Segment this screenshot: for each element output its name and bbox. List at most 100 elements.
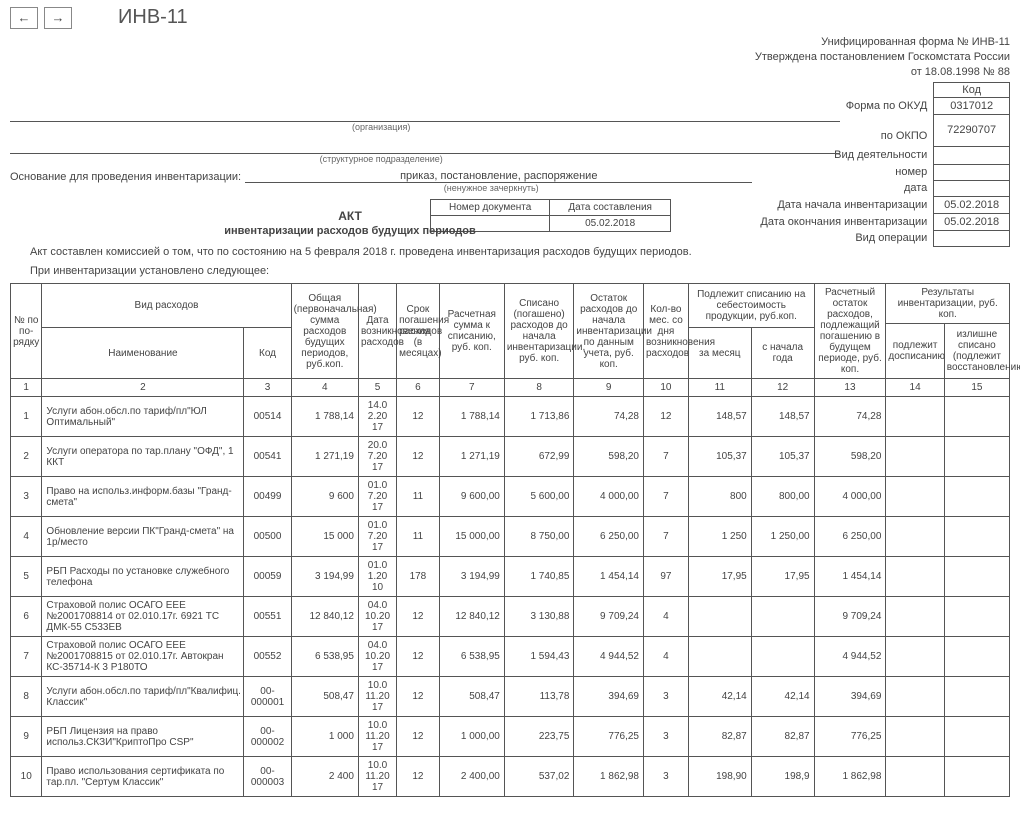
subdivision-line (10, 140, 840, 154)
table-cell: 7 (11, 637, 42, 677)
table-head: № по по-рядку Вид расходов Общая (первон… (11, 284, 1010, 397)
table-cell: 17,95 (688, 557, 751, 597)
col-num: 11 (688, 379, 751, 397)
table-cell: 598,20 (814, 437, 886, 477)
docdate-value: 05.02.2018 (550, 215, 671, 231)
table-cell: 1 271,19 (291, 437, 358, 477)
col-2-header: Наименование (42, 328, 244, 379)
table-cell: 82,87 (751, 717, 814, 757)
table-cell: 223,75 (504, 717, 574, 757)
table-cell: 1 250,00 (751, 517, 814, 557)
table-row: 2Услуги оператора по тар.плану "ОФД", 1 … (11, 437, 1010, 477)
table-row: 8Услуги абон.обсл.по тариф/пл"Квалифиц. … (11, 677, 1010, 717)
operation-value (934, 230, 1010, 246)
col-7-header: Расчетная сумма к списанию, руб. коп. (439, 284, 504, 379)
table-cell (944, 557, 1009, 597)
table-cell (688, 637, 751, 677)
col-12-header: с начала года (751, 328, 814, 379)
table-cell: 12 840,12 (439, 597, 504, 637)
act-title: АКТ (190, 209, 510, 223)
table-cell: Обновление версии ПК"Гранд-смета" на 1р/… (42, 517, 244, 557)
table-cell: 4 944,52 (574, 637, 644, 677)
table-cell: 9 (11, 717, 42, 757)
table-cell: 8 (11, 677, 42, 717)
table-row: 4Обновление версии ПК"Гранд-смета" на 1р… (11, 517, 1010, 557)
basis-note: (ненужное зачеркнуть) (230, 183, 840, 193)
table-cell: 1 454,14 (574, 557, 644, 597)
table-cell (886, 717, 944, 757)
table-row: 9РБП Лицензия на право использ.СКЗИ"Крип… (11, 717, 1010, 757)
table-cell: 9 600 (291, 477, 358, 517)
table-cell (886, 637, 944, 677)
organization-caption: (организация) (10, 122, 840, 132)
col-num: 1 (11, 379, 42, 397)
basis-label: Основание для проведения инвентаризации: (10, 171, 241, 183)
toolbar: ← → ИНВ-11 (0, 0, 1020, 35)
table-cell: 3 194,99 (439, 557, 504, 597)
table-cell: Услуги абон.обсл.по тариф/пл"Квалифиц. К… (42, 677, 244, 717)
nav-back-button[interactable]: ← (10, 7, 38, 29)
code-header: Код (934, 82, 1010, 97)
table-cell (944, 437, 1009, 477)
table-cell: 00499 (244, 477, 291, 517)
table-cell: 17,95 (751, 557, 814, 597)
table-cell: 15 000 (291, 517, 358, 557)
activity-value (934, 146, 1010, 164)
col-num: 2 (42, 379, 244, 397)
table-cell: 42,14 (751, 677, 814, 717)
table-cell (886, 557, 944, 597)
code-header-table: Код Форма по ОКУД0317012 по ОКПО72290707… (752, 82, 1010, 247)
col-writeoff-header: Подлежит списанию на себестоимость проду… (688, 284, 814, 328)
act-intro-1: Акт составлен комиссией о том, что по со… (30, 245, 990, 260)
col-13-header: Расчетный остаток расходов, подлежащий п… (814, 284, 886, 379)
table-cell: 00-000003 (244, 757, 291, 797)
table-cell: 1 (11, 397, 42, 437)
table-cell (944, 597, 1009, 637)
table-cell: 800,00 (751, 477, 814, 517)
table-cell (886, 437, 944, 477)
table-cell: 3 130,88 (504, 597, 574, 637)
table-cell: 97 (643, 557, 688, 597)
table-cell: 1 000,00 (439, 717, 504, 757)
table-cell: 11 (397, 517, 440, 557)
table-cell: 7 (643, 517, 688, 557)
basis-row: Основание для проведения инвентаризации:… (10, 170, 752, 183)
table-cell: 5 (11, 557, 42, 597)
col-num: 6 (397, 379, 440, 397)
table-cell: 9 709,24 (814, 597, 886, 637)
table-cell: 800 (688, 477, 751, 517)
okud-value: 0317012 (934, 97, 1010, 114)
table-cell: 3 (643, 677, 688, 717)
table-cell: Право использования сертификата по тар.п… (42, 757, 244, 797)
table-cell (944, 757, 1009, 797)
act-subtitle: инвентаризации расходов будущих периодов (190, 225, 510, 237)
table-cell: 6 250,00 (574, 517, 644, 557)
table-row: 5РБП Расходы по установке служебного тел… (11, 557, 1010, 597)
col-num: 12 (751, 379, 814, 397)
table-cell: 10.011.2017 (358, 677, 396, 717)
table-cell: 394,69 (814, 677, 886, 717)
docdate-header: Дата составления (550, 199, 671, 215)
table-cell (886, 517, 944, 557)
table-cell: 00059 (244, 557, 291, 597)
table-cell: 00514 (244, 397, 291, 437)
table-cell: Услуги абон.обсл.по тариф/пл"ЮЛ Оптималь… (42, 397, 244, 437)
table-cell: 20.07.2017 (358, 437, 396, 477)
table-cell: 04.010.2017 (358, 597, 396, 637)
table-cell: 148,57 (751, 397, 814, 437)
table-cell: 82,87 (688, 717, 751, 757)
table-cell: 1 713,86 (504, 397, 574, 437)
col-num: 14 (886, 379, 944, 397)
table-cell (944, 637, 1009, 677)
table-cell (751, 597, 814, 637)
table-cell: 12 (397, 677, 440, 717)
table-cell: 6 250,00 (814, 517, 886, 557)
col-num: 5 (358, 379, 396, 397)
table-cell: 508,47 (439, 677, 504, 717)
table-cell: 8 750,00 (504, 517, 574, 557)
table-cell: 42,14 (688, 677, 751, 717)
nav-forward-button[interactable]: → (44, 7, 72, 29)
table-row: 10Право использования сертификата по тар… (11, 757, 1010, 797)
table-cell: 00-000001 (244, 677, 291, 717)
act-intro-2: При инвентаризации установлено следующее… (30, 264, 990, 279)
